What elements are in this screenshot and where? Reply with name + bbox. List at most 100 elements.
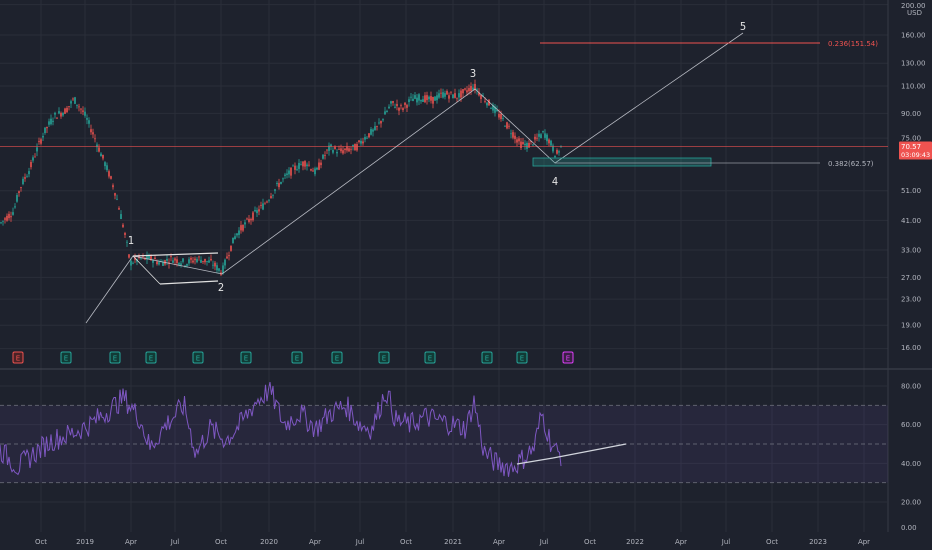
candle-body: [336, 151, 338, 154]
candle-body: [154, 257, 156, 260]
channel-side: [132, 255, 161, 285]
earnings-marker-label: E: [295, 355, 299, 363]
candle-body: [88, 120, 90, 124]
candle-body: [380, 120, 382, 124]
candle-body: [72, 98, 74, 100]
candle-body: [496, 110, 498, 112]
candle-body: [340, 148, 342, 152]
candle-body: [62, 113, 64, 116]
candle-body: [508, 125, 510, 127]
candle-body: [294, 165, 296, 170]
candle-body: [206, 260, 208, 262]
candle-body: [312, 170, 314, 172]
x-tick-label: Jul: [170, 538, 180, 546]
candle-body: [124, 232, 126, 235]
candle-body: [416, 97, 418, 103]
candle-body: [256, 210, 258, 214]
candle-body: [356, 144, 358, 151]
candle-body: [246, 218, 248, 220]
candle-body: [330, 144, 332, 147]
candle-body: [276, 183, 278, 185]
candle-body: [10, 216, 12, 218]
candle-body: [474, 83, 476, 90]
candle-body: [54, 112, 56, 115]
candle-body: [362, 141, 364, 144]
last-price-badge: [899, 141, 932, 160]
drawings: 0.382(62.57) 0.236(151.54) 1 2 3 4 5 E E E E E E E E E E…: [0, 20, 888, 465]
candle-body: [216, 265, 218, 271]
candle-body: [260, 205, 262, 206]
candle-body: [300, 164, 302, 166]
candle-body: [188, 259, 190, 264]
candle-body: [464, 88, 466, 90]
candle-body: [148, 255, 150, 259]
candle-body: [84, 111, 86, 116]
candle-body: [142, 255, 144, 257]
earnings-marker: [481, 351, 493, 364]
candle-body: [182, 258, 184, 262]
candle-body: [222, 265, 224, 274]
candle-body: [128, 254, 130, 258]
candle-body: [400, 105, 402, 107]
price-tick-label: 19.00: [901, 322, 921, 330]
candle-body: [270, 196, 272, 199]
earnings-marker: [516, 351, 528, 364]
candle-body: [192, 260, 194, 263]
earnings-marker-label: E: [196, 355, 200, 363]
candle-body: [440, 92, 442, 94]
candle-body: [364, 137, 366, 140]
candle-body: [240, 225, 242, 231]
candle-body: [166, 258, 168, 261]
candle-body: [510, 133, 512, 135]
candle-body: [118, 208, 120, 210]
candle-body: [96, 144, 98, 148]
x-tick-label: Apr: [858, 538, 870, 546]
candle-body: [252, 212, 254, 221]
axes: Oct 2019 Apr Jul Oct 2020 Apr Jul Oct 2021 Apr Jul O…: [35, 2, 932, 546]
candle-body: [352, 144, 354, 147]
candle-body: [94, 138, 96, 140]
candle-body: [370, 129, 372, 135]
candle-body: [422, 99, 424, 102]
x-tick-label: 2022: [626, 538, 644, 546]
candle-body: [110, 176, 112, 179]
candle-body: [354, 143, 356, 151]
candle-body: [74, 97, 76, 104]
candle-body: [230, 245, 232, 251]
candle-body: [210, 258, 212, 261]
candle-body: [344, 148, 346, 150]
candle-body: [284, 174, 286, 176]
x-tick-label: Apr: [675, 538, 687, 546]
candle-body: [546, 134, 548, 142]
candle-body: [18, 191, 20, 193]
candle-body: [366, 137, 368, 139]
candle-body: [382, 119, 384, 121]
grid: [0, 0, 932, 532]
candle-body: [12, 212, 14, 215]
candle-body: [308, 164, 310, 166]
candle-body: [120, 214, 122, 220]
candle-body: [98, 147, 100, 152]
candle-body: [504, 125, 506, 127]
candle-body: [434, 96, 436, 101]
candle-body: [332, 150, 334, 153]
candle-body: [500, 114, 502, 120]
wave-label-5: 5: [740, 20, 746, 33]
candle-body: [390, 101, 392, 104]
rsi-tick-label: 20.00: [901, 499, 921, 507]
candle-body: [406, 105, 408, 108]
candle-body: [6, 215, 8, 221]
candle-body: [524, 143, 526, 146]
candle-body: [458, 93, 460, 98]
candle-body: [266, 201, 268, 203]
candle-body: [506, 122, 508, 129]
candle-body: [428, 96, 430, 100]
candle-body: [200, 259, 202, 263]
earnings-marker: [291, 351, 303, 364]
candle-body: [446, 91, 448, 95]
candle-body: [76, 104, 78, 106]
candle-body: [132, 262, 134, 264]
candle-body: [296, 169, 298, 171]
candle-body: [152, 260, 154, 263]
